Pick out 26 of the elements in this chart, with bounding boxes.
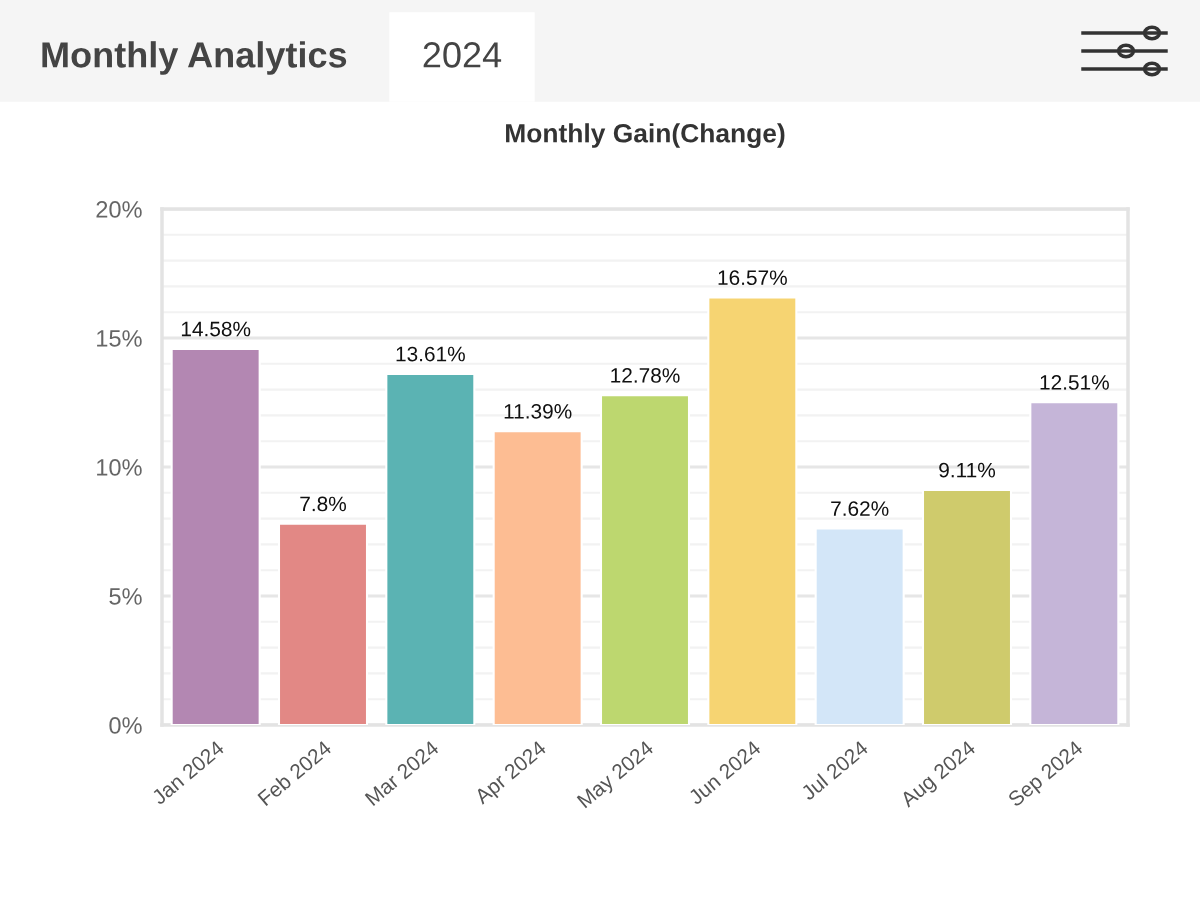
- data-label: 16.57%: [718, 270, 787, 286]
- data-label: 12.51%: [1040, 375, 1109, 390]
- chart-title: Monthly Gain(Change): [506, 123, 785, 148]
- bar: [921, 488, 1013, 725]
- bar: [492, 430, 583, 725]
- data-label: 7.8%: [300, 496, 346, 512]
- data-label: 14.58%: [181, 321, 251, 337]
- data-label: 7.62%: [831, 501, 889, 516]
- data-label: 12.78%: [611, 368, 680, 383]
- bar: [814, 527, 905, 725]
- bar: [385, 372, 476, 725]
- bar: [1029, 401, 1120, 725]
- y-tick-label: 0%: [109, 717, 142, 734]
- y-tick-label: 20%: [96, 201, 142, 218]
- bar: [277, 522, 369, 725]
- y-tick-label: 10%: [97, 459, 142, 476]
- bar: [170, 347, 261, 725]
- y-tick-label: 15%: [97, 330, 142, 347]
- text: 2024: [423, 42, 502, 68]
- y-tick-label: 5%: [109, 588, 142, 605]
- text: Monthly Analytics: [42, 41, 347, 75]
- data-label: 11.39%: [504, 403, 572, 419]
- bar: [599, 394, 691, 725]
- data-label: 9.11%: [939, 462, 996, 478]
- bar: [707, 296, 798, 725]
- data-label: 13.61%: [396, 346, 465, 362]
